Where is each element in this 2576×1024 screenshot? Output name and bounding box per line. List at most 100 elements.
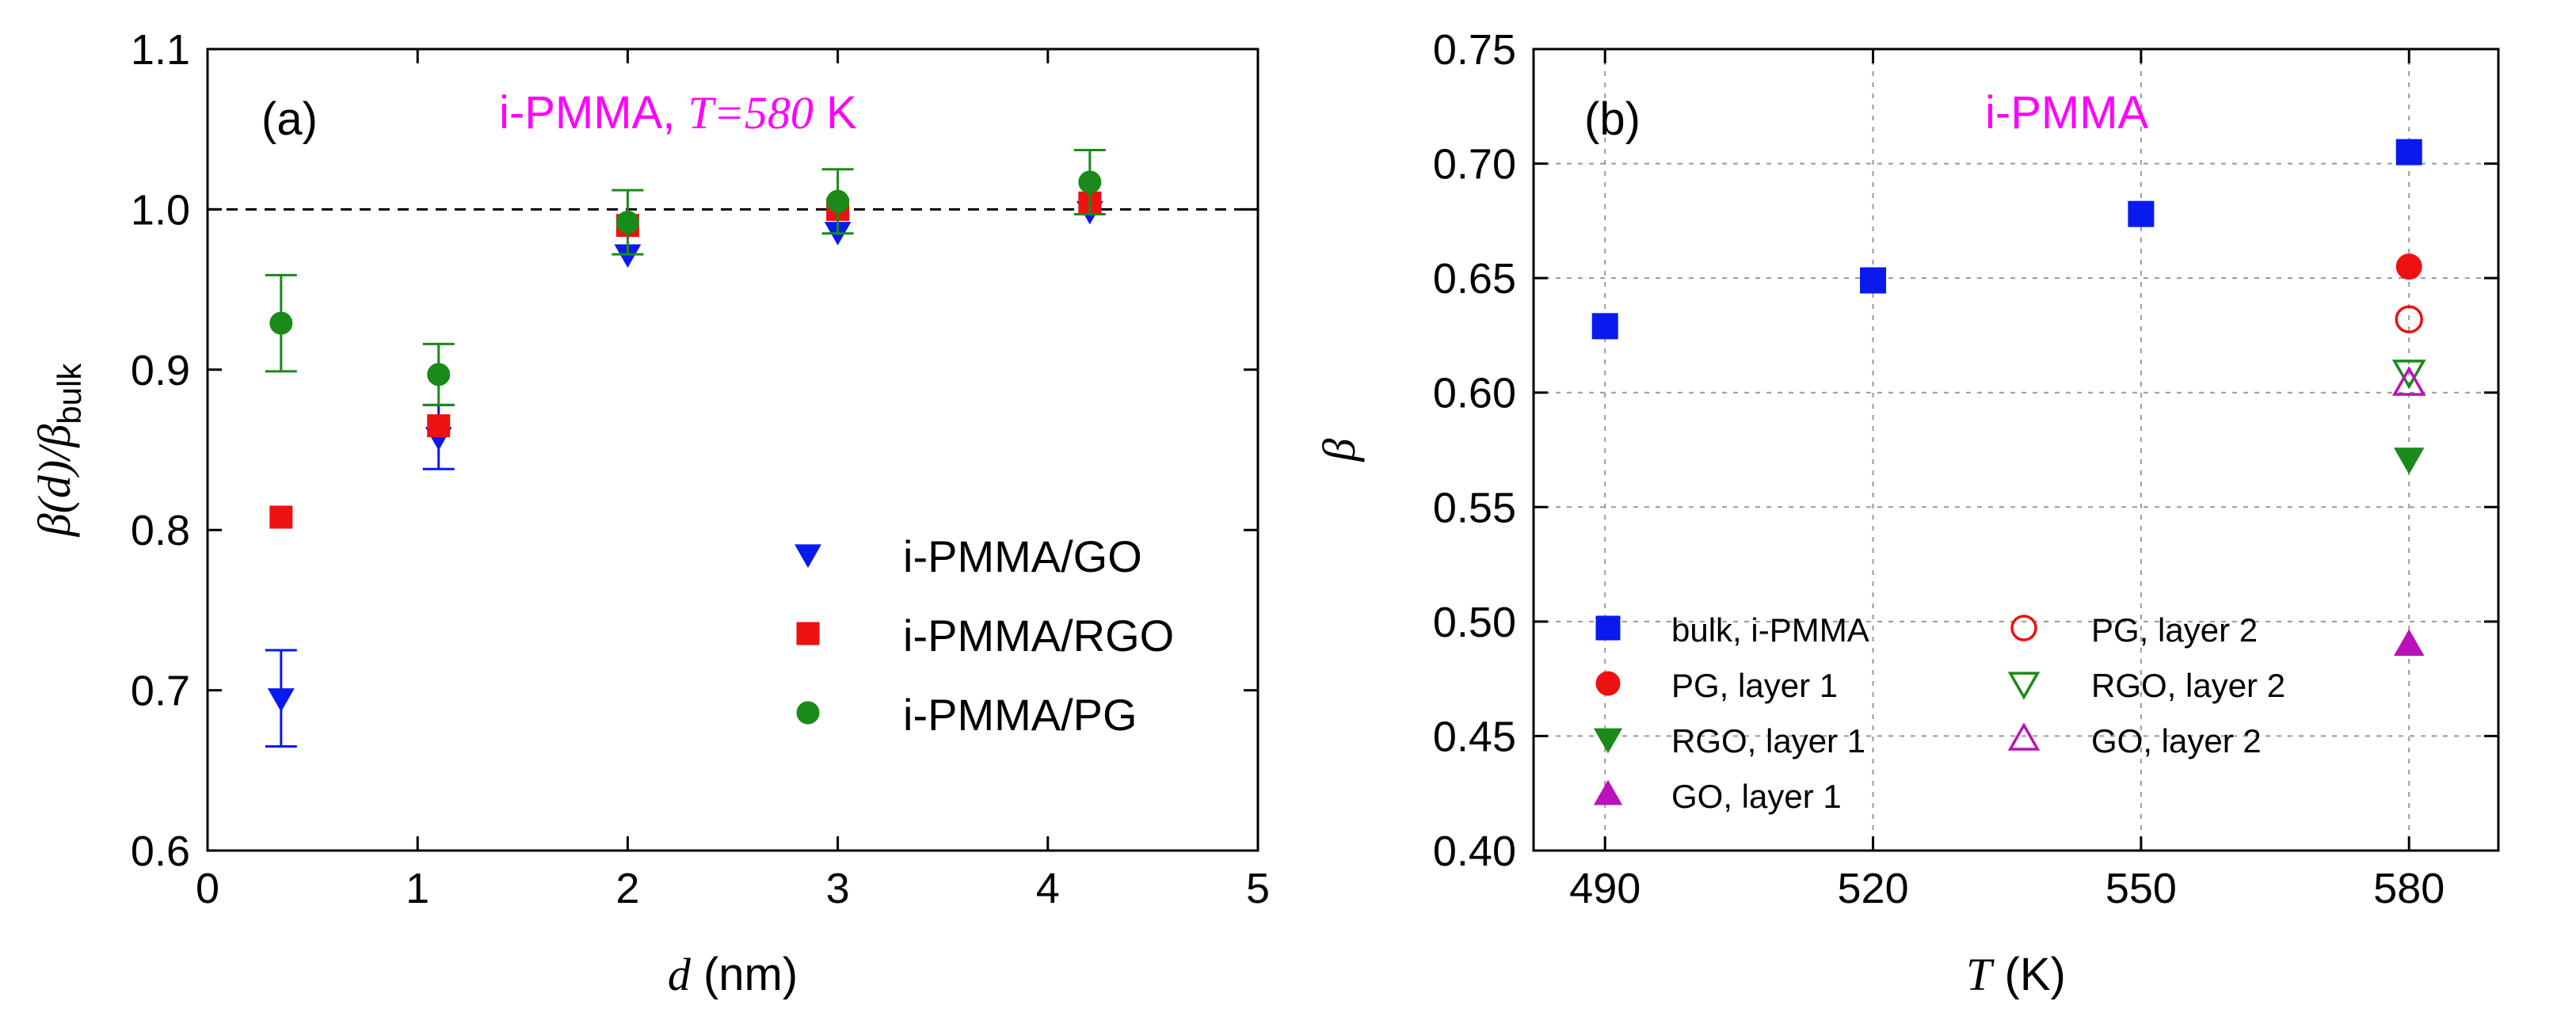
legend-marker-go-layer-1 [1593, 779, 1623, 805]
y-tick-label: 0.70 [1433, 141, 1516, 188]
data-point-i-pmma-pg [826, 189, 850, 213]
x-tick-label: 3 [826, 865, 850, 912]
legend-marker-pg-layer-2 [2010, 615, 2037, 641]
legend-label-go-layer-2: GO, layer 2 [2091, 722, 2262, 759]
data-point-i-pmma-go [267, 688, 295, 712]
panel-b-title: i-PMMA [1985, 87, 2149, 139]
legend-symbol-i-pmma-go [795, 544, 821, 569]
panel-a-xlabel-unit: (nm) [691, 949, 798, 1000]
data-point-i-pmma-rgo [427, 414, 451, 438]
legend-marker-i-pmma-go [795, 544, 821, 569]
y-tick-label: 0.7 [131, 668, 190, 715]
panel-b-markers [1591, 139, 2426, 657]
legend-marker-go-layer-2 [2007, 722, 2041, 751]
data-point-pg-layer-1 [2395, 253, 2422, 280]
x-tick-label: 4 [1036, 865, 1060, 912]
y-tick-label: 0.40 [1433, 828, 1516, 875]
data-point-rgo-layer-2 [2391, 360, 2426, 390]
data-point-pg-layer-2 [2395, 305, 2423, 333]
panel-a-frame [206, 48, 1259, 852]
legend-marker-i-pmma-rgo [796, 622, 820, 645]
panel-b-label: (b) [1584, 93, 1640, 145]
data-point-i-pmma-pg [269, 311, 293, 335]
legend-label-rgo-layer-2: RGO, layer 2 [2091, 667, 2285, 704]
panel-b-legend: bulk, i-PMMA PG, layer 1 RGO, layer 1 GO… [1593, 611, 2285, 815]
panel-b-gridlines [1534, 48, 2498, 851]
legend-label-pg-layer-2: PG, layer 2 [2091, 611, 2258, 649]
panel-a-xlabel: d (nm) [668, 949, 798, 1000]
data-point-i-pmma-pg [427, 363, 451, 386]
legend-symbol-go-layer-1 [1593, 779, 1623, 805]
legend-symbol-i-pmma-pg [796, 701, 820, 725]
x-tick-label: 5 [1246, 865, 1270, 912]
data-point-bulk-i-pmma [2128, 200, 2155, 227]
y-tick-label: 0.8 [131, 507, 190, 554]
y-tick-label: 0.65 [1433, 255, 1516, 303]
panel-b-xlabel-unit: (K) [1991, 949, 2065, 1000]
panel-a-title-var: T [688, 87, 716, 139]
data-point-i-pmma-pg [615, 211, 639, 234]
panel-a-ylabel-sub: bulk [51, 363, 88, 424]
panel-a-title-val: 580 [745, 87, 814, 139]
y-tick-label: 0.60 [1433, 370, 1516, 417]
x-tick-label: 2 [615, 865, 639, 912]
legend-label-rgo-layer-1: RGO, layer 1 [1671, 722, 1865, 759]
y-tick-label: 0.55 [1433, 484, 1516, 531]
panel-a-label: (a) [261, 93, 318, 145]
panel-a-ylabel: β(d)/βbulk [29, 363, 88, 538]
legend-symbol-bulk-i-pmma [1595, 615, 1621, 641]
x-tick-label: 550 [2105, 865, 2177, 912]
data-point-i-pmma-pg [1078, 170, 1102, 194]
legend-label-i-pmma-pg: i-PMMA/PG [903, 690, 1137, 740]
legend-symbol-pg-layer-1 [1595, 671, 1621, 696]
panel-b-ylabel: β [1313, 438, 1365, 462]
x-tick-label: 1 [406, 865, 429, 912]
panel-b-xlabel-var: T [1966, 949, 1995, 1000]
y-tick-label: 0.9 [131, 347, 190, 394]
panel-a-legend: i-PMMA/GO i-PMMA/RGO i-PMMA/PG [795, 531, 1174, 740]
panel-b-frame [1532, 48, 2500, 852]
legend-marker-rgo-layer-2 [2007, 672, 2041, 700]
legend-symbol-rgo-layer-2 [2007, 672, 2041, 700]
legend-marker-i-pmma-pg [796, 701, 820, 725]
y-tick-label: 1.1 [131, 26, 190, 74]
x-tick-label: 580 [2373, 865, 2445, 912]
legend-symbol-i-pmma-rgo [796, 622, 820, 645]
panel-a-ticks: 0 1 2 3 4 5 0.6 0.7 0.8 0.9 1.0 1.1 [131, 26, 1270, 912]
y-tick-label: 0.6 [131, 828, 190, 875]
panel-a-title: i-PMMA, T=580 K [499, 87, 857, 139]
legend-label-i-pmma-go: i-PMMA/GO [903, 531, 1142, 581]
legend-label-i-pmma-rgo: i-PMMA/RGO [903, 611, 1174, 660]
data-point-bulk-i-pmma [2395, 139, 2422, 166]
legend-marker-bulk-i-pmma [1595, 615, 1621, 641]
legend-marker-rgo-layer-1 [1593, 728, 1623, 754]
x-tick-label: 520 [1838, 865, 1909, 912]
data-point-rgo-layer-1 [2393, 447, 2425, 474]
x-tick-label: 490 [1569, 865, 1640, 912]
panel-a: 0 1 2 3 4 5 0.6 0.7 0.8 0.9 1.0 1.1 (a) i-PMMA, T=5… [29, 26, 1270, 1000]
panel-a-ylabel-main: β(d)/β [29, 424, 80, 538]
data-point-go-layer-1 [2393, 629, 2425, 657]
panel-b-xlabel: T (K) [1966, 949, 2066, 1000]
legend-label-bulk-i-pmma: bulk, i-PMMA [1671, 611, 1869, 649]
panel-a-title-eq: = [714, 87, 745, 139]
y-tick-label: 1.0 [131, 186, 190, 234]
data-point-bulk-i-pmma [1591, 313, 1618, 340]
panel-a-markers [265, 149, 1106, 748]
legend-label-pg-layer-1: PG, layer 1 [1671, 667, 1838, 704]
legend-marker-pg-layer-1 [1595, 671, 1621, 696]
panel-a-title-prefix: i-PMMA, [499, 87, 688, 139]
legend-symbol-pg-layer-2 [2010, 615, 2037, 641]
data-point-bulk-i-pmma [1860, 267, 1887, 294]
legend-symbol-go-layer-2 [2007, 722, 2041, 751]
y-tick-label: 0.50 [1433, 599, 1516, 646]
panel-a-xlabel-var: d [668, 949, 692, 1000]
panel-b: 490 520 550 580 0.40 0.45 0.50 0.55 0.60 0.65 0.70… [1313, 26, 2500, 1000]
y-tick-label: 0.45 [1433, 713, 1516, 760]
legend-symbol-rgo-layer-1 [1593, 728, 1623, 754]
y-tick-label: 0.75 [1433, 26, 1516, 74]
legend-label-go-layer-1: GO, layer 1 [1671, 778, 1842, 815]
panel-b-ticks: 490 520 550 580 0.40 0.45 0.50 0.55 0.60 0.65 0.70… [1433, 26, 2498, 912]
panel-a-title-unit: K [814, 87, 857, 139]
